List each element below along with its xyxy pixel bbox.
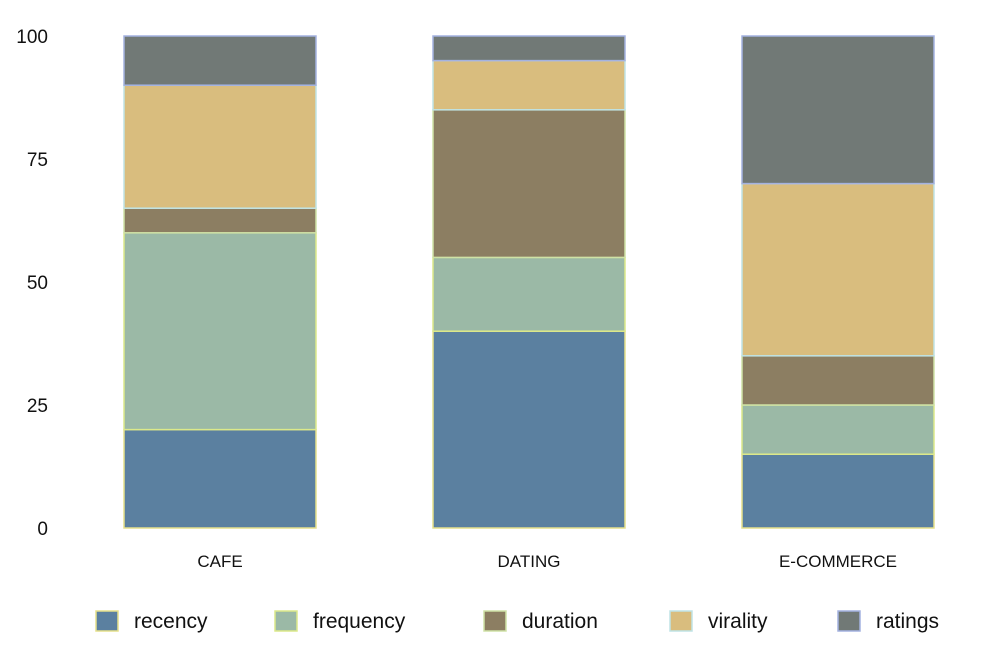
legend: recency frequency duration virality ratings xyxy=(95,610,939,633)
y-tick-label: 75 xyxy=(27,150,48,171)
legend-label-frequency: frequency xyxy=(313,610,406,633)
bar-segment-frequency xyxy=(741,404,935,455)
bar-segment-virality xyxy=(432,59,626,111)
bar-segment-recency xyxy=(741,453,935,529)
bar-segment-duration xyxy=(432,109,626,259)
legend-swatch-frequency xyxy=(274,610,298,632)
legend-label-ratings: ratings xyxy=(876,610,939,633)
bar-segment-duration xyxy=(123,207,317,234)
legend-swatch-duration xyxy=(483,610,507,632)
x-tick-label: CAFE xyxy=(197,552,242,571)
x-tick-label: DATING xyxy=(498,552,561,571)
bars xyxy=(123,35,935,529)
legend-swatch-virality xyxy=(669,610,693,632)
bar-segment-frequency xyxy=(123,232,317,431)
legend-swatch-recency xyxy=(95,610,119,632)
y-tick-label: 100 xyxy=(16,27,48,48)
legend-label-virality: virality xyxy=(708,610,768,633)
legend-label-recency: recency xyxy=(134,610,208,633)
y-tick-label: 25 xyxy=(27,396,48,417)
legend-label-duration: duration xyxy=(522,610,598,633)
y-tick-label: 50 xyxy=(27,273,48,294)
bar-segment-duration xyxy=(741,355,935,406)
bar-segment-virality xyxy=(741,182,935,357)
x-axis: CAFE DATING E-COMMERCE xyxy=(197,552,897,571)
x-tick-label: E-COMMERCE xyxy=(779,552,897,571)
bar-segment-ratings xyxy=(432,35,626,62)
bar-segment-recency xyxy=(432,330,626,529)
legend-swatch-ratings xyxy=(837,610,861,632)
bar-segment-ratings xyxy=(741,35,935,185)
y-tick-label: 0 xyxy=(37,519,48,540)
bar-segment-ratings xyxy=(123,35,317,86)
bar-segment-frequency xyxy=(432,256,626,332)
bar-segment-recency xyxy=(123,428,317,529)
bar-segment-virality xyxy=(123,84,317,209)
y-axis: 0 25 50 75 100 xyxy=(16,27,48,540)
